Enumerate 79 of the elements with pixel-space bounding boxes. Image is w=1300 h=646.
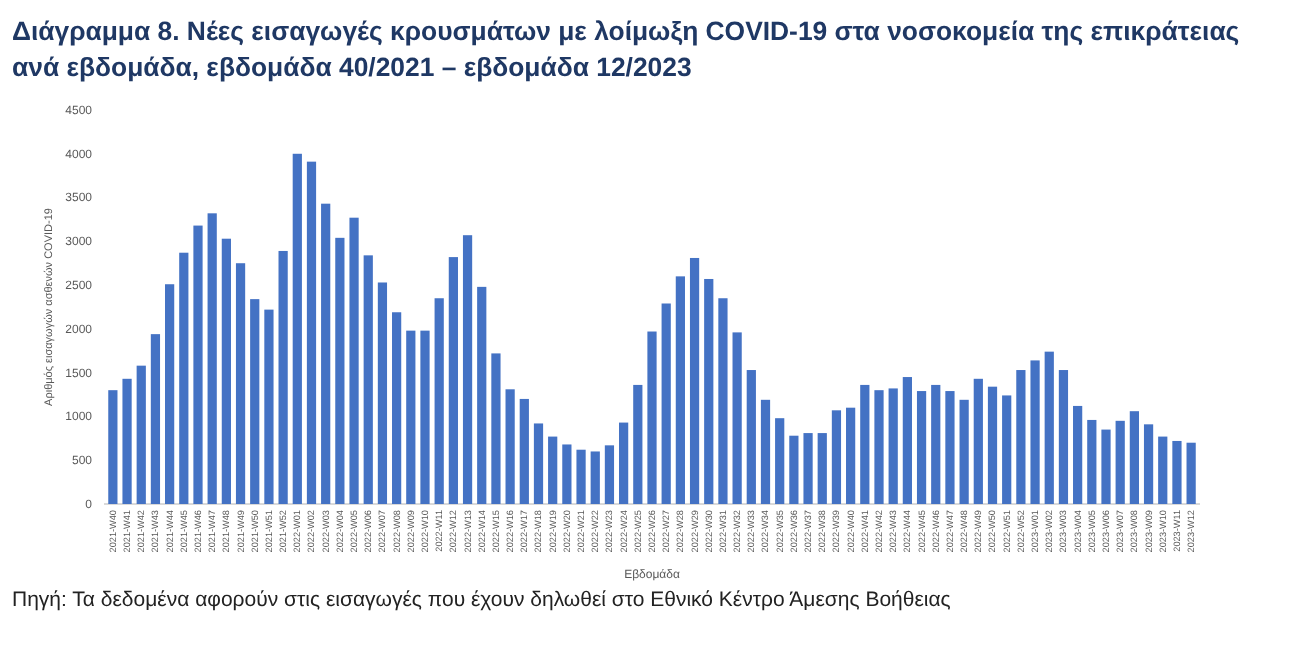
bar: [661, 303, 671, 504]
bar: [278, 250, 288, 504]
bar: [1030, 360, 1040, 504]
bar: [165, 284, 175, 504]
bar: [548, 436, 558, 504]
bar: [633, 384, 643, 504]
bar: [292, 153, 302, 504]
bar: [888, 388, 898, 504]
bar: [250, 299, 260, 504]
bar: [987, 386, 998, 504]
bar: [760, 399, 771, 504]
bar: [477, 286, 487, 504]
bar: [1016, 370, 1026, 504]
bar: [1044, 351, 1054, 504]
bar: [392, 312, 402, 504]
bar: [916, 391, 927, 504]
bar: [179, 252, 189, 504]
bar: [306, 161, 317, 504]
bar: [945, 391, 955, 504]
bar: [491, 353, 501, 504]
bar: [718, 298, 728, 504]
bar: [746, 370, 756, 504]
bar: [1172, 440, 1182, 504]
bar: [931, 384, 941, 504]
bar: [321, 203, 331, 504]
bar: [406, 330, 416, 504]
bar: [846, 407, 856, 504]
bar: [789, 435, 799, 504]
bar: [973, 378, 983, 504]
bar: [462, 235, 473, 504]
bar: [505, 389, 515, 504]
bar: [207, 213, 217, 504]
bar: [902, 377, 912, 504]
bar: [817, 433, 827, 504]
bar: [150, 334, 161, 504]
bar: [335, 237, 345, 504]
text: Πηγή: Τα δεδομένα αφορούν στις εισαγωγές που έχουν δηλωθεί στο Εθνικό Κέντρο Άμεσης Βοήθειας: [12, 588, 951, 612]
bar: [647, 331, 657, 504]
bar: [1158, 436, 1168, 504]
bar: [1058, 370, 1069, 504]
bar: [604, 445, 615, 504]
bar: [959, 399, 969, 504]
bar: [1186, 442, 1196, 504]
bar: [1129, 411, 1139, 504]
bar: [136, 365, 146, 504]
bar: [619, 422, 629, 504]
bar: [803, 433, 813, 504]
bar: [860, 384, 870, 504]
bar: [193, 225, 203, 504]
bar: [519, 398, 529, 504]
bar: [434, 298, 444, 504]
bar: [689, 257, 700, 504]
bar: [562, 444, 572, 504]
bar: [1115, 420, 1125, 504]
bar: [349, 217, 359, 504]
chart-title: Διάγραμμα 8. Νέες εισαγωγές κρουσμάτων με λοίμωξη COVID-19 στα νοσοκομεία της επικράτειας ανά εβδομάδα, εβδομάδα 40/2021 – εβδομάδα 12/2023: [12, 16, 1240, 82]
bar: [420, 330, 430, 504]
bar: [1143, 424, 1154, 504]
bar: [675, 276, 685, 504]
bar: [235, 263, 246, 504]
bar: [448, 257, 458, 504]
bar: [221, 238, 231, 504]
bar: [108, 390, 118, 504]
bar: [732, 332, 742, 504]
bar: [1087, 419, 1097, 504]
bar: [831, 410, 842, 504]
bar: [533, 423, 544, 504]
bar: [775, 418, 785, 504]
bar: [377, 282, 388, 504]
bar: [122, 378, 132, 504]
bar: [874, 390, 884, 504]
bar: [590, 451, 600, 504]
bar: [704, 278, 714, 504]
bar: [1073, 405, 1083, 504]
bar: [363, 255, 373, 504]
bar: [576, 449, 586, 504]
bar: [1101, 429, 1111, 504]
bar: [264, 309, 274, 504]
bar: [1002, 395, 1012, 504]
